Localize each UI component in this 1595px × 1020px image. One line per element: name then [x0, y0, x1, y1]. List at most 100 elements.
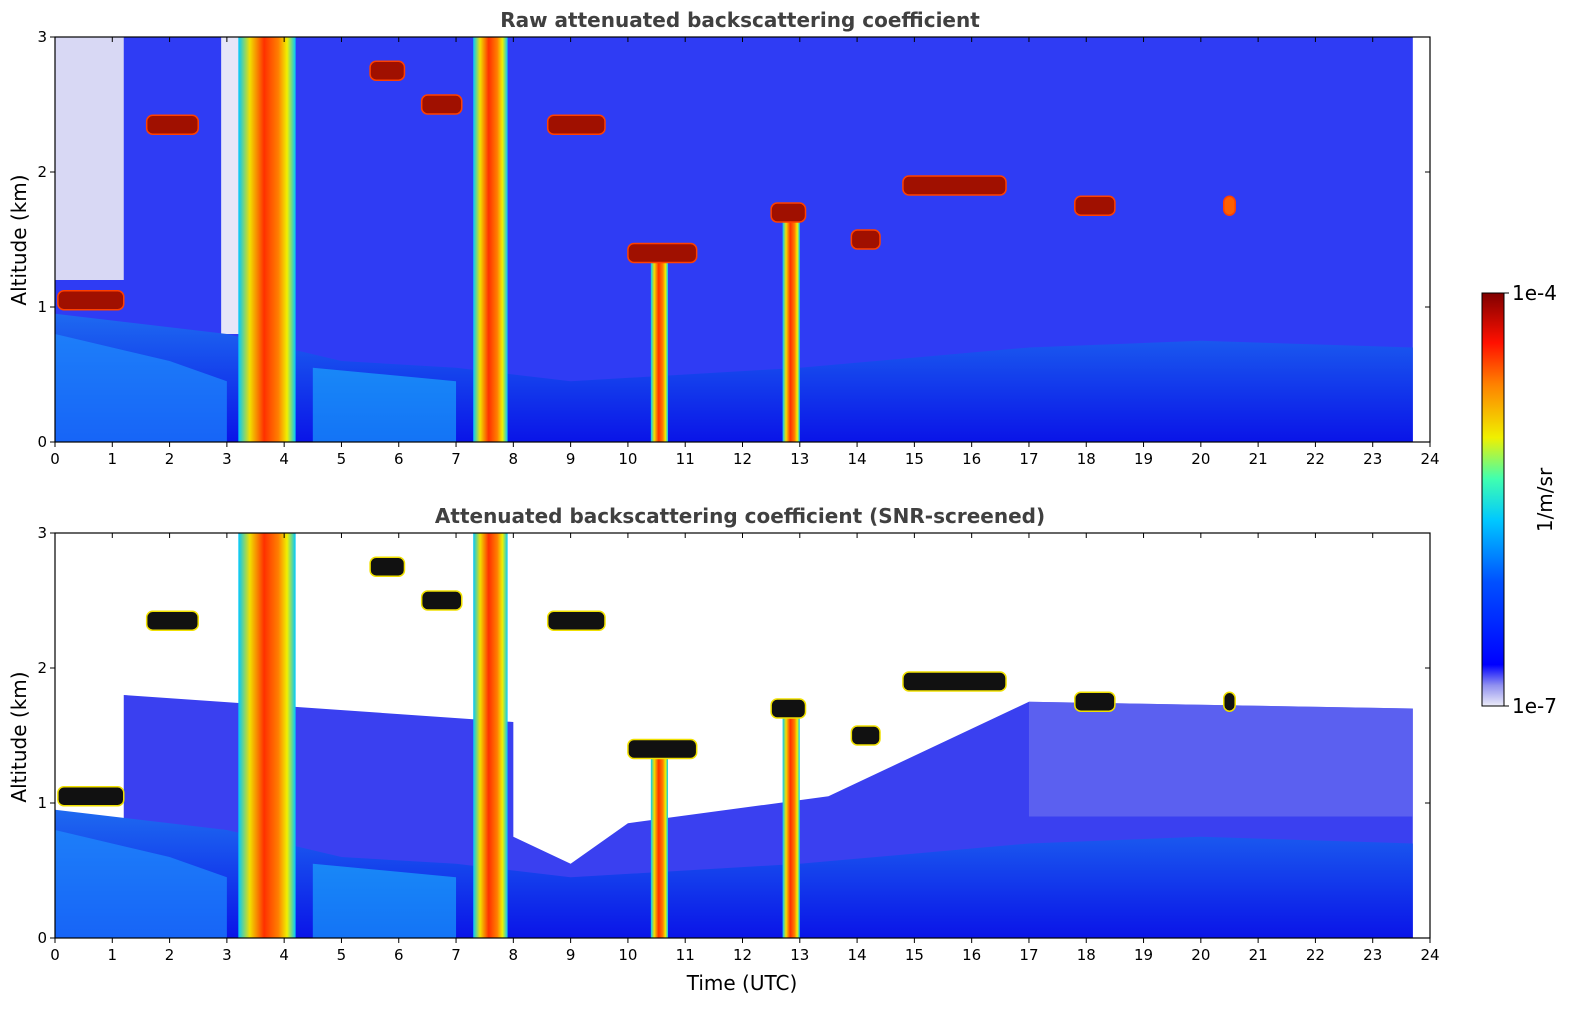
cloud-layer [145, 610, 199, 631]
precipitation-column [782, 212, 800, 442]
x-tick-label: 13 [790, 946, 809, 964]
colorbar-unit-label: 1/m/sr [1533, 467, 1557, 532]
x-tick-label: 16 [962, 946, 981, 964]
x-tick-label: 7 [451, 946, 461, 964]
x-tick-label: 12 [733, 946, 752, 964]
x-tick-label: 18 [1077, 450, 1096, 468]
x-tick-label: 23 [1363, 946, 1382, 964]
cloud-layer [627, 242, 698, 264]
x-tick-label: 22 [1306, 450, 1325, 468]
x-tick-label: 23 [1363, 450, 1382, 468]
cloud-layer [1223, 691, 1236, 712]
colorbar: 1e-4 1e-7 1/m/sr [1481, 281, 1557, 718]
cloud-layer [546, 114, 606, 135]
low-signal-region [221, 37, 242, 334]
y-tick-label: 1 [37, 794, 47, 812]
cloud-layer [902, 671, 1007, 692]
x-tick-label: 8 [509, 946, 519, 964]
bottom-y-ticks: 0 1 2 3 [37, 524, 1430, 947]
y-tick-label: 0 [37, 433, 47, 451]
x-tick-label: 11 [676, 450, 695, 468]
x-tick-label: 3 [222, 946, 232, 964]
bottom-panel: Attenuated backscattering coefficient (S… [7, 504, 1440, 995]
bottom-ylabel: Altitude (km) [7, 671, 31, 802]
x-tick-label: 5 [337, 450, 347, 468]
y-tick-label: 0 [37, 929, 47, 947]
cloud-layer [1074, 691, 1116, 712]
colorbar-max-label: 1e-4 [1512, 281, 1557, 305]
colorbar-gradient [1481, 292, 1505, 707]
top-y-ticks: 0 1 2 3 [37, 28, 1430, 451]
x-tick-label: 15 [905, 946, 924, 964]
y-tick-label: 3 [37, 28, 47, 46]
cloud-layer [850, 229, 881, 250]
cloud-layer [369, 556, 406, 577]
x-tick-label: 4 [279, 450, 289, 468]
x-tick-label: 18 [1077, 946, 1096, 964]
x-tick-label: 9 [566, 946, 576, 964]
top-x-ticks: 0 1 2 3 4 5 6 7 8 9 10 11 12 13 14 15 16 17 18 19 20 21 22 23 24 [50, 37, 1440, 468]
x-tick-label: 7 [451, 450, 461, 468]
x-tick-label: 13 [790, 450, 809, 468]
precipitation-column [473, 37, 508, 442]
x-tick-label: 17 [1019, 946, 1038, 964]
x-tick-label: 10 [618, 450, 637, 468]
cloud-layer [369, 60, 406, 81]
top-plot-area [55, 37, 1413, 442]
x-tick-label: 8 [509, 450, 519, 468]
x-tick-label: 10 [618, 946, 637, 964]
x-tick-label: 21 [1249, 450, 1268, 468]
cloud-layer [420, 590, 463, 611]
y-tick-label: 2 [37, 163, 47, 181]
x-tick-label: 0 [50, 946, 60, 964]
cloud-layer [546, 610, 606, 631]
y-tick-label: 3 [37, 524, 47, 542]
cloud-layer [850, 725, 881, 746]
x-tick-label: 24 [1420, 450, 1439, 468]
x-tick-label: 21 [1249, 946, 1268, 964]
cloud-layer [420, 94, 463, 115]
aerosol-layer [55, 334, 227, 442]
x-tick-label: 22 [1306, 946, 1325, 964]
cloud-layer [145, 114, 199, 135]
x-tick-label: 4 [279, 946, 289, 964]
x-tick-label: 5 [337, 946, 347, 964]
cloud-layer [1074, 195, 1116, 216]
x-tick-label: 1 [108, 946, 118, 964]
y-tick-label: 1 [37, 298, 47, 316]
screened-noisy-band [1028, 701, 1413, 817]
cloud-layer [57, 290, 125, 311]
top-panel-title: Raw attenuated backscattering coefficien… [500, 8, 980, 32]
bottom-panel-title: Attenuated backscattering coefficient (S… [435, 504, 1045, 528]
x-tick-label: 6 [394, 450, 404, 468]
x-tick-label: 14 [848, 450, 867, 468]
x-tick-label: 14 [848, 946, 867, 964]
bottom-plot-area [55, 533, 1430, 938]
x-tick-label: 24 [1420, 946, 1439, 964]
bottom-xlabel: Time (UTC) [686, 971, 798, 995]
x-tick-label: 11 [676, 946, 695, 964]
x-tick-label: 2 [165, 450, 175, 468]
precipitation-column [782, 708, 800, 938]
x-tick-label: 1 [108, 450, 118, 468]
precipitation-column [650, 253, 669, 442]
x-tick-label: 3 [222, 450, 232, 468]
top-panel: Raw attenuated backscattering coefficien… [7, 8, 1440, 468]
x-tick-label: 20 [1191, 450, 1210, 468]
cloud-layer [770, 202, 807, 223]
cloud-layer [770, 698, 807, 719]
y-tick-label: 2 [37, 659, 47, 677]
x-tick-label: 0 [50, 450, 60, 468]
low-signal-region [55, 37, 124, 280]
x-tick-label: 6 [394, 946, 404, 964]
x-tick-label: 12 [733, 450, 752, 468]
colorbar-min-label: 1e-7 [1512, 694, 1557, 718]
aerosol-layer [312, 367, 457, 442]
cloud-layer [902, 175, 1007, 196]
top-ylabel: Altitude (km) [7, 174, 31, 305]
precipitation-column [473, 533, 508, 938]
x-tick-label: 2 [165, 946, 175, 964]
aerosol-layer [55, 830, 227, 938]
bottom-x-ticks: 0 1 2 3 4 5 6 7 8 9 10 11 12 13 14 15 16 17 18 19 20 21 22 23 24 [50, 533, 1440, 964]
